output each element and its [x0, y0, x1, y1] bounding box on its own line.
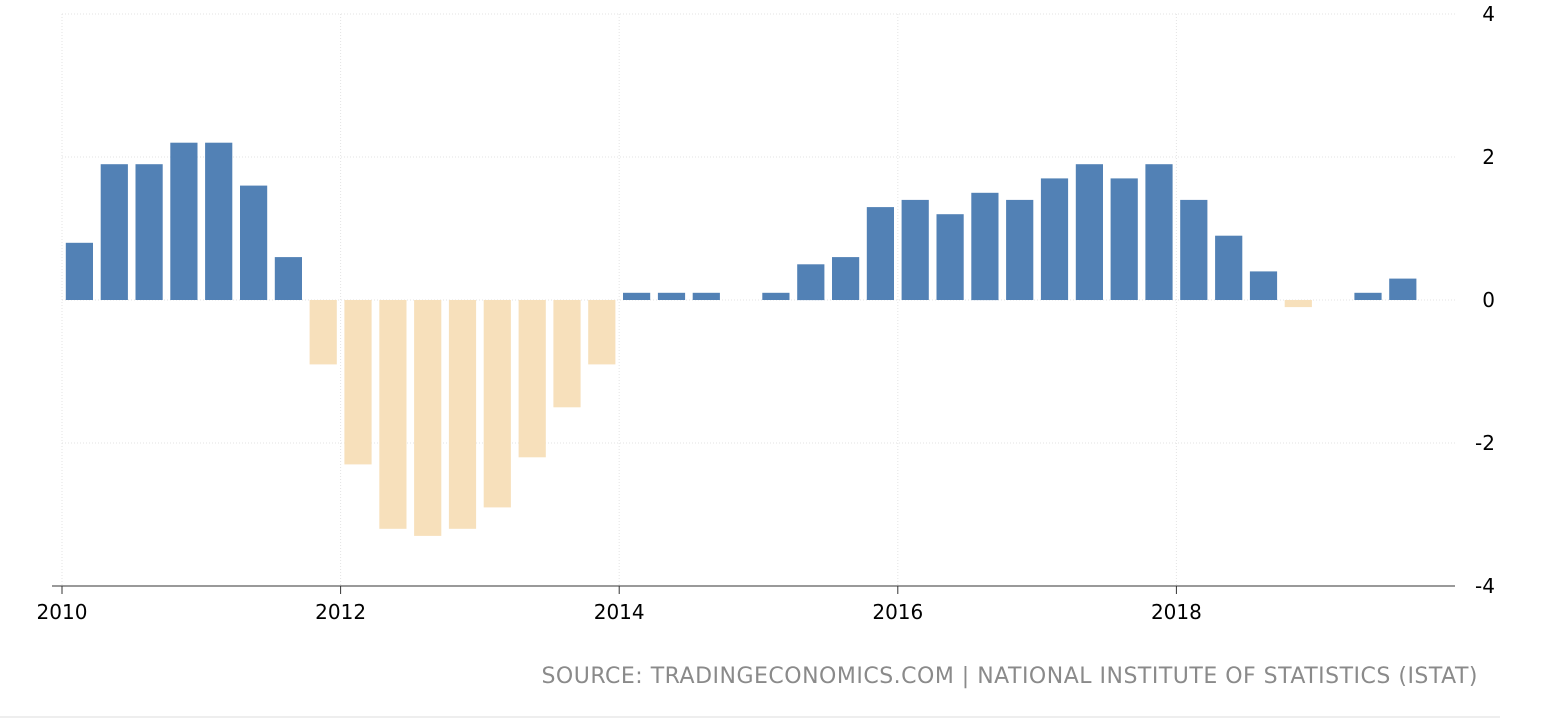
bar-2010-Q2: [100, 164, 128, 300]
bar-2011-Q1: [205, 142, 233, 300]
y-tick-label: 2: [1482, 145, 1495, 169]
bar-2017-Q2: [1075, 164, 1103, 300]
bar-2015-Q4: [866, 207, 894, 300]
bar-2015-Q3: [832, 257, 860, 300]
x-tick-label: 2010: [37, 600, 88, 624]
bar-2014-Q2: [657, 292, 686, 300]
bar-2018-Q3: [1249, 271, 1278, 300]
bottom-divider: [0, 716, 1500, 718]
bar-2016-Q2: [936, 214, 964, 300]
bar-2018-Q1: [1180, 199, 1208, 300]
grid-lines: [61, 13, 1455, 587]
bar-2015-Q2: [797, 264, 825, 301]
bar-2018-Q4: [1284, 300, 1312, 308]
x-tick-label: 2014: [594, 600, 645, 624]
bar-2014-Q3: [692, 292, 720, 300]
y-tick-label: 4: [1482, 2, 1495, 26]
bar-2011-Q3: [274, 257, 302, 300]
y-axis: 4 2 0 -2 -4: [1475, 2, 1495, 598]
x-tick-label: 2012: [315, 600, 366, 624]
bar-2018-Q2: [1215, 235, 1243, 300]
bar-2013-Q4: [588, 300, 616, 365]
source-credit: SOURCE: TRADINGECONOMICS.COM | NATIONAL …: [541, 664, 1478, 689]
bar-2016-Q4: [1006, 199, 1034, 300]
bar-2017-Q4: [1145, 164, 1173, 300]
bar-2017-Q1: [1040, 178, 1069, 300]
bar-2011-Q4: [309, 300, 337, 365]
x-axis: 2010 2012 2014 2016 2018: [37, 585, 1455, 624]
bar-2019-Q2: [1354, 292, 1382, 300]
bar-2010-Q4: [170, 142, 198, 300]
x-tick-label: 2016: [872, 600, 923, 624]
bar-2016-Q3: [971, 192, 999, 301]
bar-2013-Q3: [553, 300, 581, 408]
bar-2012-Q3: [414, 300, 442, 536]
x-tick-label: 2018: [1151, 600, 1202, 624]
bar-2011-Q2: [240, 185, 268, 300]
bar-2016-Q1: [901, 199, 929, 300]
bar-2012-Q2: [379, 300, 407, 529]
y-tick-label: 0: [1482, 288, 1495, 312]
y-tick-label: -2: [1475, 431, 1495, 455]
bar-2015-Q1: [762, 292, 790, 300]
bar-2012-Q4: [448, 300, 477, 529]
bar-2017-Q3: [1110, 178, 1138, 300]
bar-2012-Q1: [344, 300, 372, 465]
bar-2010-Q1: [65, 242, 93, 300]
bar-2019-Q3: [1389, 278, 1417, 300]
bar-2013-Q1: [483, 300, 511, 508]
bar-2013-Q2: [518, 300, 546, 458]
bar-2014-Q1: [623, 292, 651, 300]
bars: [65, 142, 1417, 536]
y-tick-label: -4: [1475, 574, 1495, 598]
bar-2010-Q3: [135, 164, 163, 300]
